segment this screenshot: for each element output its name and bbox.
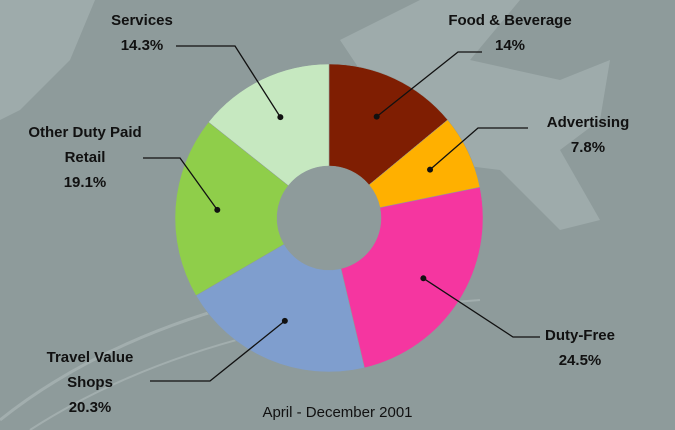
slice: [174, 121, 289, 296]
leader-dot: [427, 166, 434, 173]
category: Travel Value Shops: [46, 349, 134, 391]
category: Services: [111, 12, 173, 29]
slices: [174, 63, 484, 373]
slice: [328, 63, 449, 186]
slice-label: Other Duty Paid Retail 19.1%: [25, 120, 145, 195]
leader-line: [423, 277, 540, 338]
percent: 7.8%: [570, 139, 606, 156]
slice-label: Services 14.3%: [87, 8, 197, 58]
leader-dot: [420, 275, 427, 282]
percent: 14.3%: [120, 37, 164, 54]
slice-label: Food & Beverage 14%: [425, 8, 595, 58]
percent: 14%: [494, 37, 526, 54]
leader-line: [176, 45, 281, 118]
leader-line: [376, 51, 482, 118]
category: Advertising: [546, 114, 630, 131]
slice-label: Travel Value Shops 20.3%: [30, 345, 150, 420]
category: Food & Beverage: [448, 12, 572, 29]
category: Duty-Free: [544, 327, 615, 344]
percent: 19.1%: [63, 174, 107, 191]
slice-label: Advertising 7.8%: [528, 110, 648, 160]
leader-line: [143, 157, 218, 211]
percent: 20.3%: [68, 399, 112, 416]
leader-dot: [281, 317, 288, 324]
category: Other Duty Paid Retail: [28, 124, 142, 166]
leader-dot: [373, 113, 380, 120]
slice-label: Duty-Free 24.5%: [520, 323, 640, 373]
leader-line: [429, 127, 528, 171]
slice: [340, 186, 484, 369]
subtitle: April - December 2001: [262, 404, 413, 421]
percent: 24.5%: [558, 352, 602, 369]
leader-dot: [214, 206, 221, 213]
slice: [208, 63, 330, 186]
leaders: [143, 45, 540, 382]
leader-line: [150, 320, 286, 382]
slice: [195, 243, 365, 373]
leader-dot: [277, 114, 284, 121]
